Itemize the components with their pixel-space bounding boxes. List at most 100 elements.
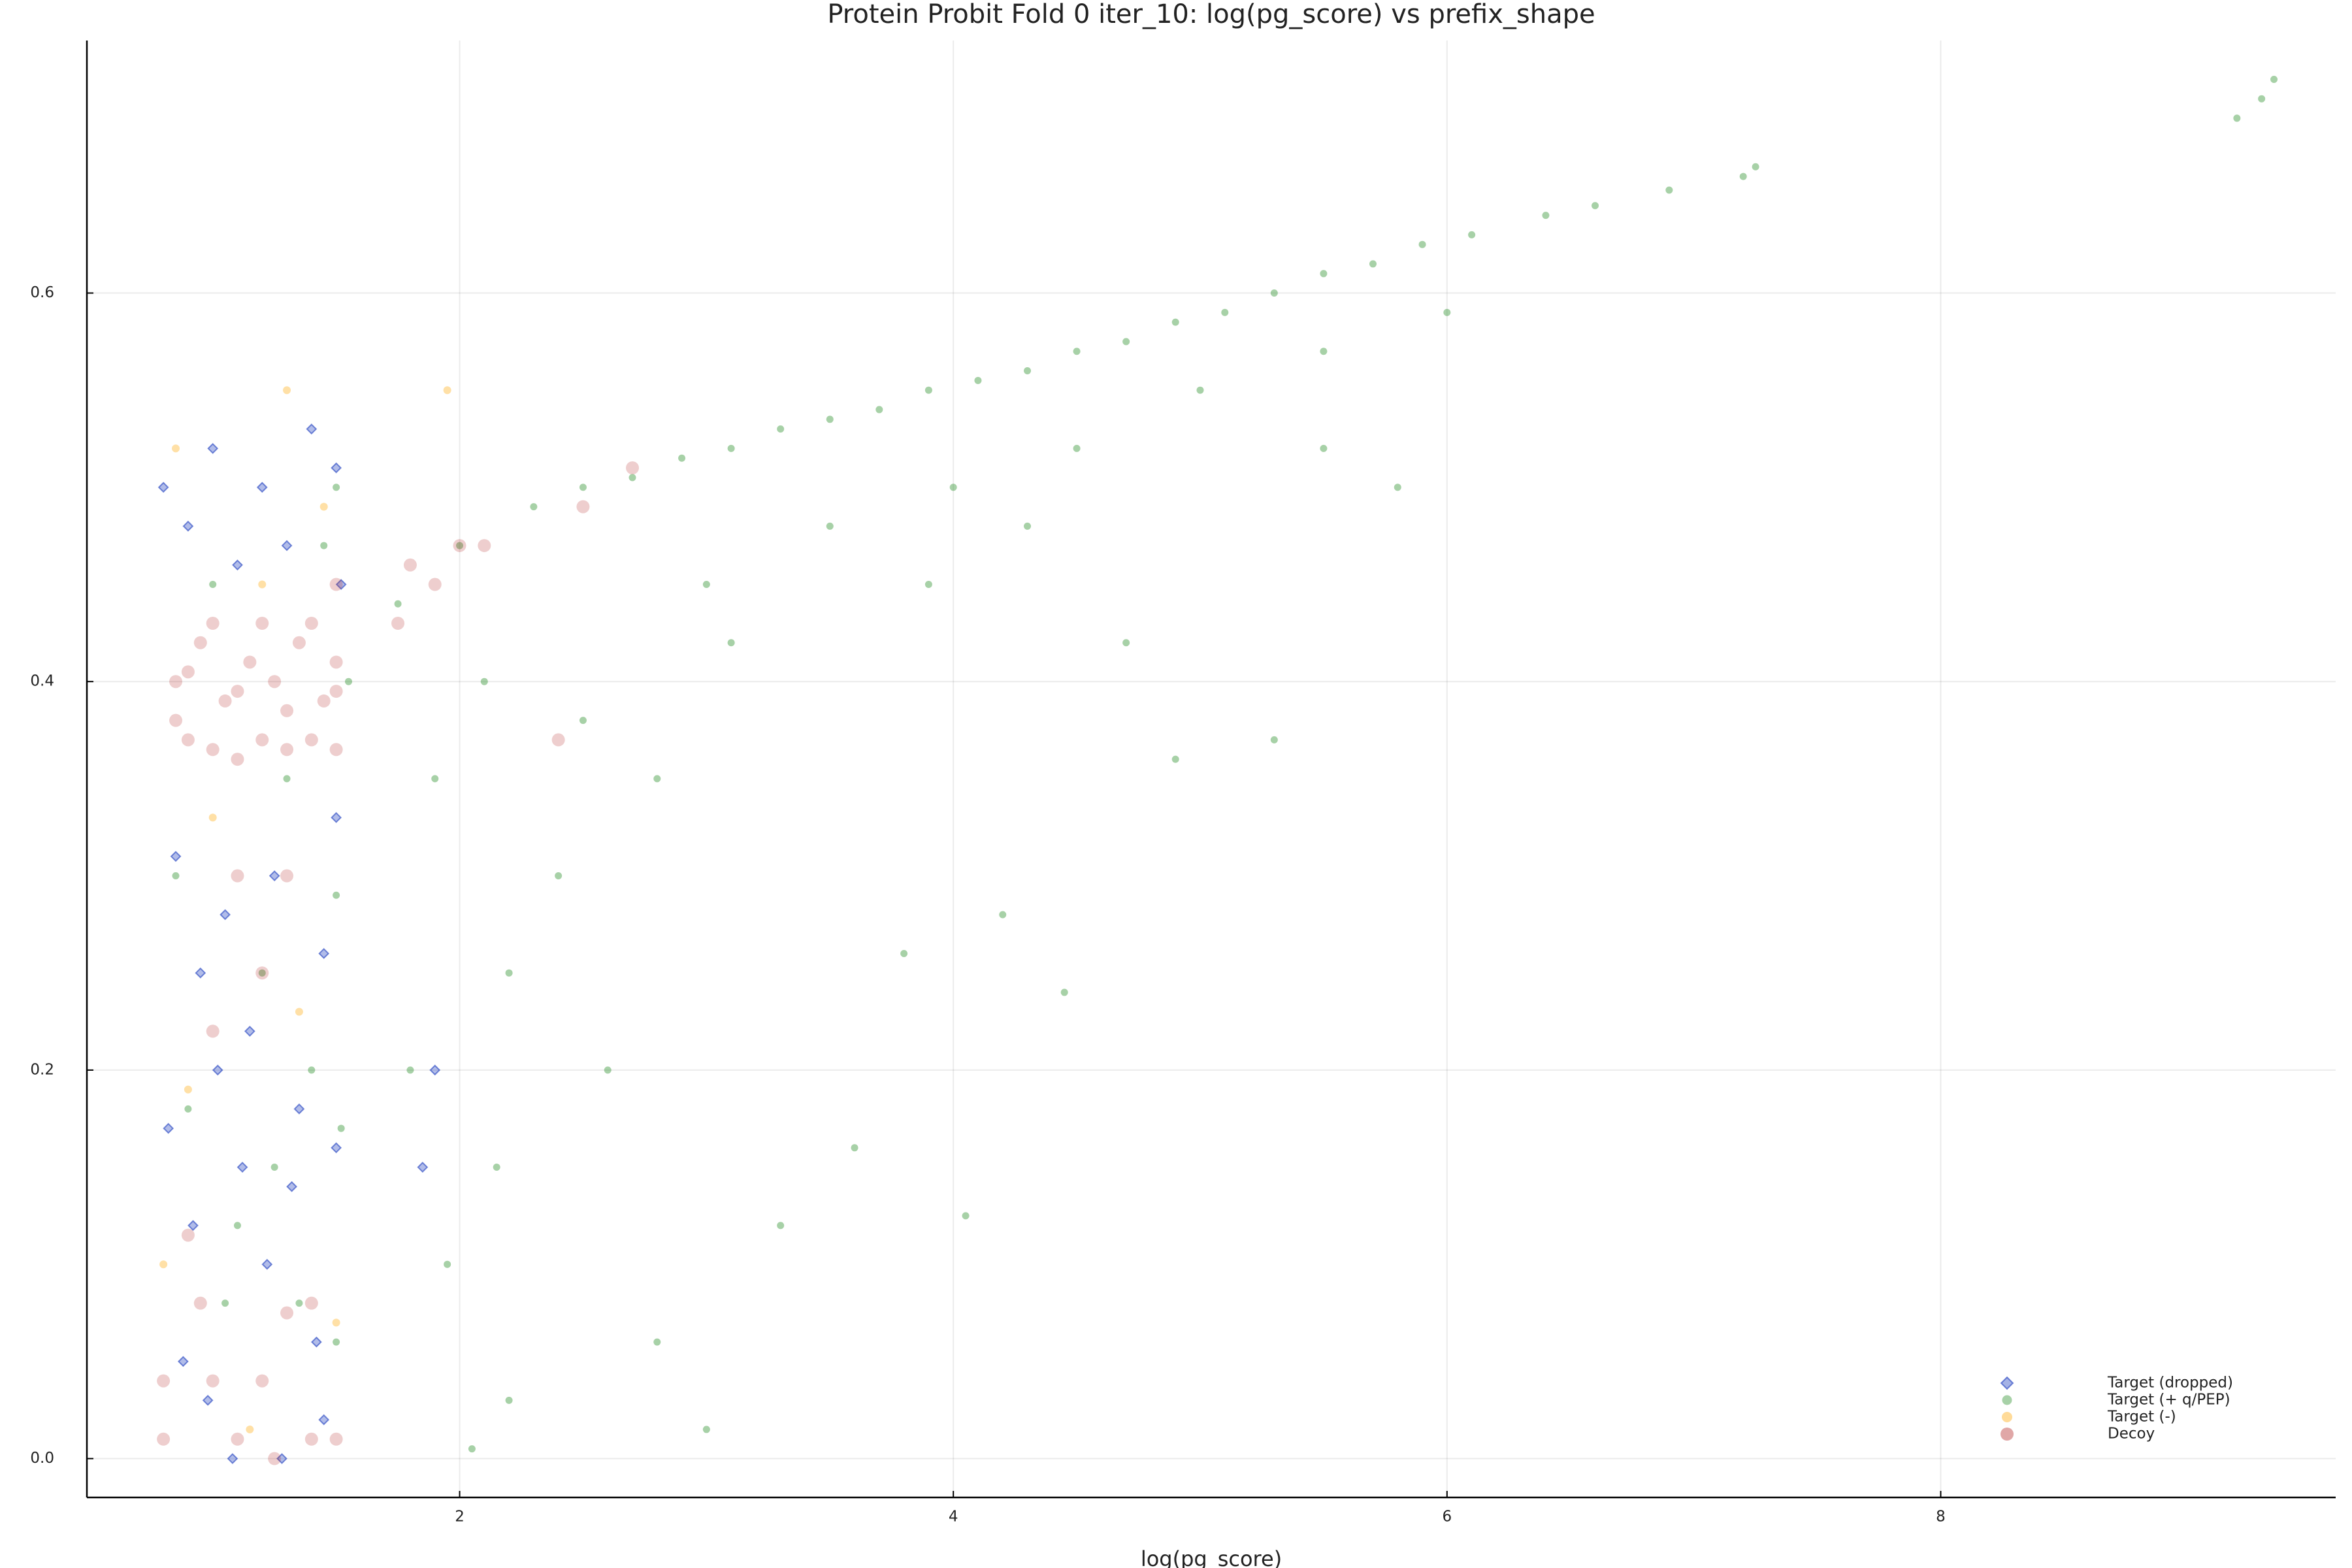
point (702, 1426, 710, 1433)
point (551, 733, 565, 747)
point (231, 1432, 244, 1446)
point (207, 442, 219, 454)
point (702, 581, 710, 589)
point (233, 1222, 241, 1230)
point (172, 872, 180, 880)
point (851, 1144, 858, 1152)
point (900, 949, 908, 957)
point (1443, 308, 1451, 316)
point (576, 500, 590, 514)
point (1369, 260, 1377, 268)
point (172, 444, 180, 453)
point (530, 503, 538, 511)
point (319, 502, 328, 511)
point (1752, 163, 1759, 171)
point (281, 540, 293, 551)
point (443, 386, 451, 395)
y-tick-label: 0.4 (30, 673, 54, 690)
point (1196, 386, 1204, 394)
legend-label: Decoy (2108, 1426, 2155, 1443)
point (280, 1306, 294, 1320)
point (227, 1453, 238, 1464)
point (924, 581, 932, 589)
point (333, 891, 340, 899)
point (202, 1394, 214, 1406)
point (1320, 270, 1328, 278)
y-tick-label: 0.6 (30, 284, 54, 301)
point (237, 1162, 248, 1173)
point (331, 1142, 342, 1154)
point (1270, 289, 1278, 297)
point (468, 1445, 476, 1453)
point (962, 1212, 970, 1220)
point (1122, 338, 1130, 346)
point (318, 1414, 330, 1426)
point (1665, 186, 1673, 194)
point (163, 1122, 174, 1134)
point (218, 694, 232, 708)
point (193, 636, 207, 649)
point (391, 617, 405, 630)
point (1073, 348, 1081, 355)
point (231, 869, 244, 883)
point (417, 1162, 429, 1173)
point (329, 685, 343, 698)
point (1221, 308, 1229, 316)
point (329, 655, 343, 669)
point (629, 474, 636, 482)
point (184, 1085, 192, 1094)
point (283, 775, 291, 783)
point (318, 948, 330, 959)
point (246, 1425, 254, 1433)
point (1171, 755, 1179, 763)
point (403, 558, 417, 572)
point (243, 655, 257, 669)
x-tick-label: 8 (1936, 1509, 1946, 1526)
point (335, 579, 347, 590)
chart-title: Protein Probit Fold 0 iter_10: log(pg_sc… (827, 0, 1595, 29)
point (1024, 522, 1032, 530)
legend-marker (2000, 1376, 2014, 1390)
point (333, 483, 340, 491)
point (270, 1164, 278, 1171)
point (329, 1432, 343, 1446)
point (255, 617, 269, 630)
point (1542, 212, 1550, 220)
point (169, 675, 183, 689)
point (1320, 444, 1328, 452)
point (974, 376, 982, 384)
point (208, 813, 217, 822)
point (949, 483, 957, 491)
point (478, 539, 491, 553)
point (604, 1066, 612, 1074)
point (329, 743, 343, 757)
point (177, 1356, 189, 1367)
point (444, 1260, 451, 1268)
point (244, 1025, 255, 1037)
point (268, 675, 282, 689)
point (193, 1296, 207, 1310)
point (157, 1432, 171, 1446)
point (304, 1432, 318, 1446)
point (304, 733, 318, 747)
point (777, 425, 785, 433)
point (579, 483, 587, 491)
point (295, 1007, 303, 1016)
point (344, 678, 352, 685)
point (181, 733, 195, 747)
point (493, 1164, 500, 1171)
legend-marker (2001, 1428, 2014, 1441)
point (304, 1296, 318, 1310)
point (394, 600, 402, 608)
point (1171, 318, 1179, 326)
point (727, 444, 735, 452)
point (295, 1299, 303, 1307)
point (331, 462, 342, 474)
point (1592, 202, 1599, 210)
point (406, 1066, 414, 1074)
point (653, 775, 661, 783)
point (777, 1222, 785, 1230)
point (1024, 367, 1032, 374)
point (337, 1124, 345, 1132)
